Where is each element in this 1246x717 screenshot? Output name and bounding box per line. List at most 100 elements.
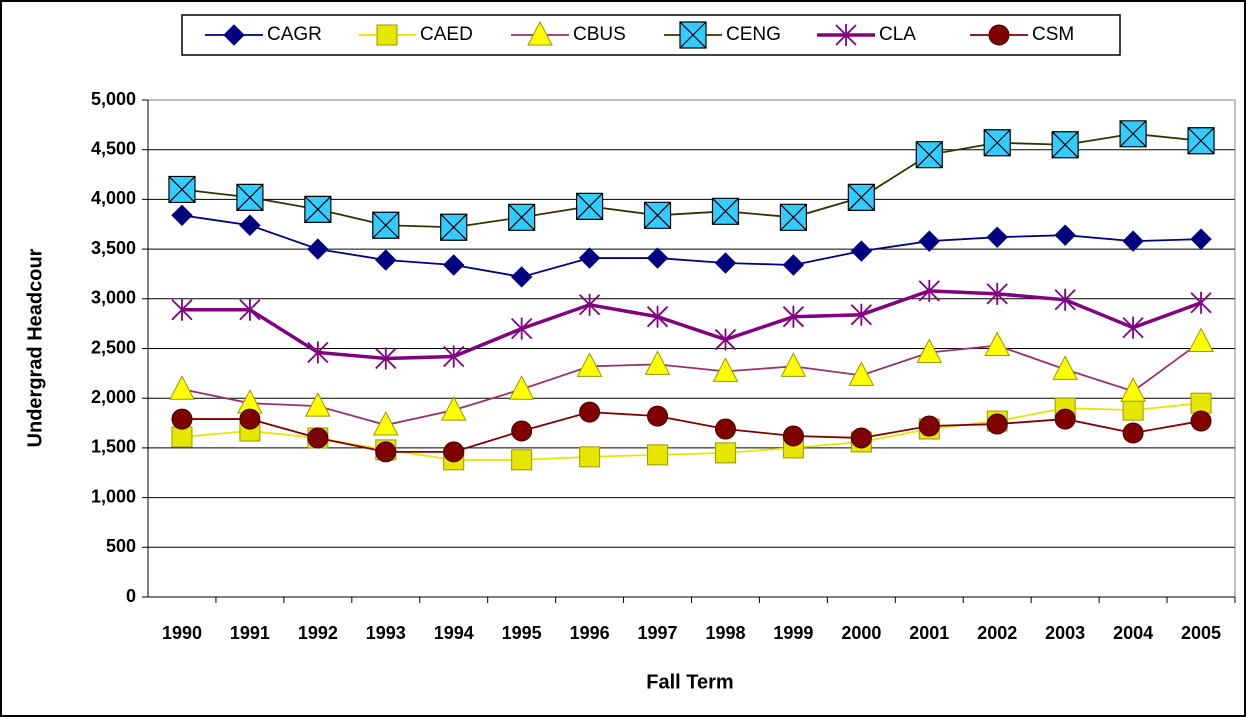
x-tick-label: 2002	[977, 623, 1017, 643]
marker	[647, 444, 669, 466]
marker	[714, 328, 737, 351]
marker	[916, 338, 943, 363]
legend-label: CLA	[879, 24, 916, 45]
marker	[986, 226, 1008, 248]
series-line	[181, 402, 1202, 461]
x-tick-label: 2000	[841, 623, 881, 643]
marker	[511, 420, 533, 442]
marker	[984, 331, 1011, 357]
series-line	[181, 289, 1202, 361]
marker	[440, 213, 468, 241]
marker	[171, 426, 193, 448]
marker	[779, 203, 808, 231]
marker	[307, 341, 329, 364]
series-line	[181, 411, 1202, 453]
marker	[171, 204, 193, 227]
marker	[1054, 224, 1076, 246]
legend-label: CAGR	[267, 24, 322, 45]
marker	[1190, 291, 1212, 314]
marker	[579, 401, 601, 423]
marker	[511, 317, 533, 340]
y-tick-label: 2,500	[91, 337, 136, 357]
marker	[527, 20, 553, 46]
marker	[1188, 327, 1214, 353]
legend-label: CENG	[726, 24, 781, 45]
x-tick-label: 2005	[1181, 623, 1221, 643]
x-tick-label: 1997	[638, 623, 678, 643]
marker	[239, 408, 261, 430]
y-tick-label: 4,000	[91, 188, 136, 208]
marker	[714, 252, 737, 274]
x-axis-label: Fall Term	[646, 671, 733, 693]
marker	[712, 357, 739, 382]
legend-label: CBUS	[573, 24, 626, 45]
marker	[918, 415, 940, 437]
marker	[782, 254, 805, 276]
marker	[376, 24, 398, 46]
y-tick-label: 1,500	[91, 437, 136, 457]
marker	[579, 446, 601, 468]
marker	[1122, 422, 1144, 444]
x-tick-label: 1991	[230, 623, 270, 643]
marker	[169, 375, 195, 400]
marker	[1052, 355, 1078, 380]
y-tick-label: 2,000	[91, 387, 136, 407]
marker	[443, 441, 465, 463]
marker	[372, 211, 400, 239]
x-tick-label: 1996	[570, 623, 610, 643]
marker	[171, 298, 193, 321]
marker	[1119, 120, 1147, 148]
x-tick-label: 1993	[366, 623, 406, 643]
y-tick-label: 5,000	[91, 89, 136, 109]
y-tick-label: 4,500	[91, 138, 136, 158]
marker	[1190, 410, 1212, 432]
legend-label: CAED	[420, 24, 473, 45]
y-tick-label: 3,500	[91, 238, 136, 258]
marker	[848, 361, 875, 386]
marker	[1190, 392, 1212, 414]
marker	[918, 279, 940, 302]
marker	[1190, 228, 1212, 250]
marker	[714, 442, 736, 464]
y-tick-label: 1,000	[91, 486, 136, 506]
x-tick-label: 1992	[298, 623, 338, 643]
marker	[983, 129, 1011, 157]
y-tick-label: 0	[126, 586, 136, 606]
marker	[647, 405, 669, 427]
marker	[850, 240, 873, 262]
marker	[239, 298, 261, 321]
series-line	[181, 340, 1202, 426]
marker	[918, 230, 940, 252]
x-tick-label: 2004	[1113, 623, 1153, 643]
marker	[1122, 230, 1144, 252]
marker	[375, 249, 397, 271]
marker	[782, 305, 805, 328]
x-tick-label: 1995	[502, 623, 542, 643]
marker	[375, 347, 397, 370]
marker	[1187, 127, 1215, 155]
marker	[510, 266, 533, 288]
marker	[576, 352, 603, 377]
marker	[171, 408, 193, 430]
series-line	[181, 132, 1202, 229]
y-tick-label: 3,000	[91, 288, 136, 308]
marker	[1120, 377, 1146, 402]
marker	[223, 24, 245, 46]
marker	[307, 238, 329, 260]
marker	[508, 375, 535, 400]
marker	[1054, 288, 1076, 311]
marker	[643, 201, 672, 229]
marker	[1051, 131, 1079, 159]
marker	[915, 141, 943, 169]
marker	[1122, 316, 1144, 339]
x-tick-label: 1990	[162, 623, 202, 643]
marker	[850, 303, 872, 326]
marker	[646, 247, 669, 269]
legend	[181, 14, 1121, 56]
marker	[679, 21, 707, 49]
marker	[236, 183, 264, 212]
y-tick-label: 500	[106, 536, 136, 556]
marker	[375, 441, 397, 463]
